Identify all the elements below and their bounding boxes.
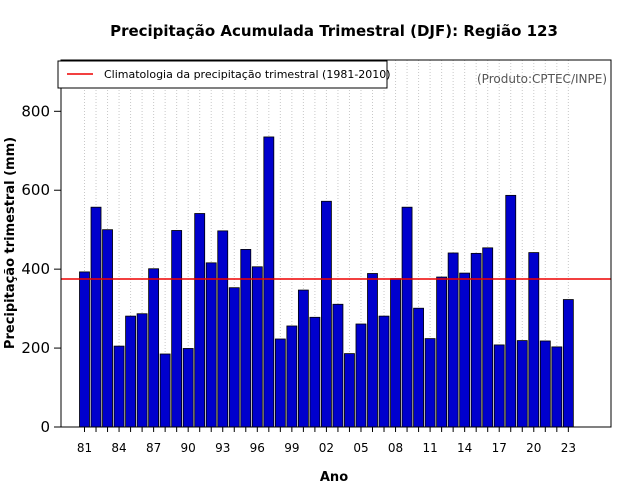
bar-1991: [194, 213, 206, 428]
x-tick-label: 90: [181, 441, 196, 455]
y-axis: 0 200 400 600 800: [21, 102, 61, 436]
x-tick-label: 96: [250, 441, 265, 455]
bar-1984: [113, 345, 125, 428]
bar-2016: [482, 247, 494, 428]
bar-1986: [136, 313, 148, 428]
bar-2002: [321, 200, 332, 428]
x-tick-label: 05: [353, 441, 368, 455]
bar-1993: [217, 230, 229, 428]
legend: Climatologia da precipitação trimestral …: [57, 60, 391, 89]
bar-2019: [516, 340, 528, 428]
y-tick-label: 800: [21, 102, 50, 120]
y-tick-label: 200: [21, 339, 50, 357]
y-tick-label: 600: [21, 181, 50, 199]
bar-2023: [562, 299, 574, 428]
bar-2017: [493, 344, 505, 428]
y-tick-label: 400: [21, 260, 50, 278]
bar-1989: [171, 230, 183, 428]
x-tick-label: 14: [457, 441, 472, 455]
bar-2006: [367, 273, 378, 428]
bar-2001: [309, 316, 321, 428]
bar-1992: [205, 262, 217, 428]
x-tick-label: 99: [284, 441, 299, 455]
bar-1990: [182, 348, 194, 428]
bar-1987: [148, 268, 160, 428]
bar-1994: [228, 287, 240, 428]
bar-1998: [274, 338, 286, 428]
bar-2021: [539, 340, 551, 428]
bar-1988: [159, 353, 171, 428]
bar-2012: [436, 276, 448, 428]
x-tick-label: 17: [492, 441, 507, 455]
x-tick-label: 23: [561, 441, 576, 455]
bar-2014: [459, 272, 471, 428]
bar-1985: [125, 315, 136, 428]
bar-2003: [332, 303, 344, 428]
x-tick-label: 84: [111, 441, 126, 455]
chart-title: Precipitação Acumulada Trimestral (DJF):…: [110, 22, 558, 40]
x-tick-label: 87: [146, 441, 161, 455]
x-tick-label: 11: [422, 441, 437, 455]
bar-2007: [378, 315, 390, 428]
bar-2008: [390, 278, 401, 428]
bar-1997: [263, 136, 275, 428]
x-axis: 81 84 87 90 93 96 99 02 05 08 11 14 17 20 23: [77, 427, 576, 455]
bar-1983: [102, 229, 113, 428]
credit-text: (Produto:CPTEC/INPE): [477, 72, 607, 86]
bar-2022: [551, 346, 563, 428]
bar-1999: [286, 325, 298, 428]
x-axis-title: Ano: [320, 470, 348, 485]
bar-1981: [79, 271, 90, 428]
bar-2011: [424, 338, 436, 428]
legend-label-climatology: Climatologia da precipitação trimestral …: [104, 68, 391, 81]
y-tick-label: 0: [40, 418, 50, 436]
legend-box: [57, 60, 388, 89]
x-tick-label: 02: [319, 441, 334, 455]
plot-frame: [60, 59, 612, 428]
x-tick-label: 81: [77, 441, 92, 455]
bar-2005: [355, 323, 367, 428]
bar-2009: [401, 206, 413, 428]
bar-series: [79, 136, 574, 428]
bar-2018: [505, 194, 517, 428]
bar-2004: [344, 353, 355, 428]
x-tick-label: 08: [388, 441, 403, 455]
x-tick-label: 20: [526, 441, 541, 455]
bar-1995: [240, 249, 252, 428]
bar-2000: [297, 289, 309, 428]
bar-1982: [90, 206, 102, 428]
y-axis-title: Precipitação trimestral (mm): [3, 137, 18, 349]
bar-1996: [251, 266, 263, 428]
bar-2010: [413, 307, 424, 428]
x-tick-label: 93: [215, 441, 230, 455]
